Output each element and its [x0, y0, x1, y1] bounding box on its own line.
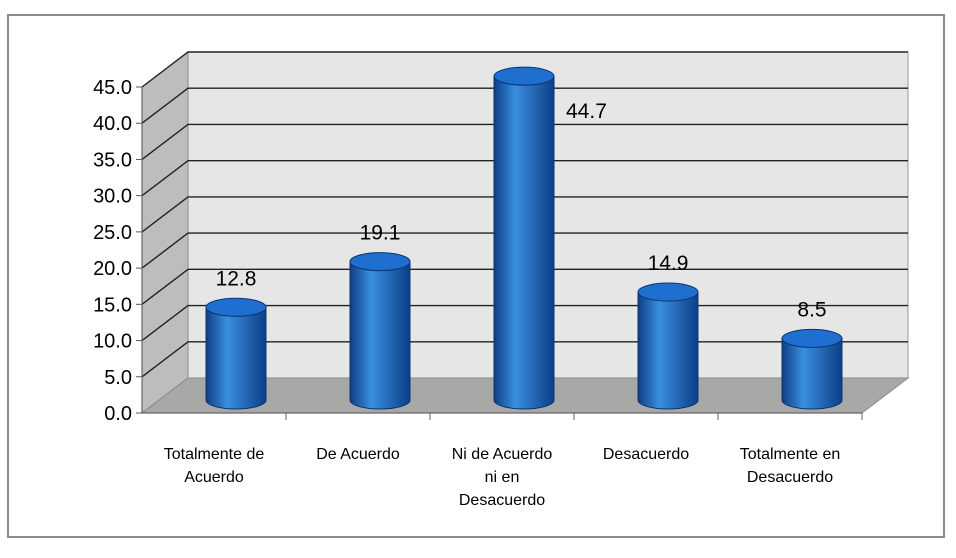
bar-body: [781, 337, 843, 410]
y-tick-label: 35.0: [93, 149, 132, 171]
data-label: 14.9: [648, 252, 689, 275]
bar-body: [205, 306, 267, 410]
x-category-label: Totalmente en Desacuerdo: [740, 446, 841, 486]
data-label: 44.7: [566, 100, 607, 123]
y-tick-label: 15.0: [93, 294, 132, 316]
x-category-label-line: De Acuerdo: [316, 446, 400, 463]
x-category-label-line: ni en: [485, 469, 520, 486]
bar-top: [781, 328, 843, 348]
x-category-label-line: Desacuerdo: [603, 446, 689, 463]
chart-frame: 0.0 5.0 10.0 15.0 20.0 25.0 30.0 35.0 40.0 45.0 1…: [7, 14, 945, 538]
gridline: [141, 196, 908, 233]
bar: [781, 328, 843, 410]
y-tick-label: 20.0: [93, 258, 132, 280]
bar-top: [205, 297, 267, 317]
data-label: 8.5: [797, 298, 826, 321]
x-category-label-line: Ni de Acuerdo: [452, 446, 553, 463]
bar: [493, 66, 555, 410]
bar: [349, 252, 411, 410]
bar: [205, 297, 267, 410]
y-tick-label: 10.0: [93, 331, 132, 353]
data-label: 12.8: [216, 267, 257, 290]
bar-body: [349, 261, 411, 410]
bar-body: [637, 291, 699, 410]
gridline: [141, 268, 908, 305]
gridline: [141, 159, 908, 197]
gridline: [141, 87, 908, 124]
bar-top: [493, 66, 555, 86]
gridline: [141, 123, 908, 161]
y-tick-label: 45.0: [93, 77, 132, 99]
y-tick-label: 0.0: [104, 403, 132, 425]
x-category-label: Ni de Acuerdo ni en Desacuerdo: [452, 446, 553, 509]
x-category-label: Desacuerdo: [603, 446, 689, 463]
gridline: [141, 232, 908, 269]
bar: [637, 282, 699, 410]
y-tick-label: 30.0: [93, 186, 132, 208]
bar-top: [349, 252, 411, 272]
data-label: 19.1: [360, 222, 401, 245]
bar-body: [493, 75, 555, 410]
x-category-label-line: Totalmente en: [740, 446, 841, 463]
x-category-label: Totalmente de Acuerdo: [164, 446, 265, 486]
gridline: [141, 51, 908, 88]
x-category-label-line: Totalmente de: [164, 446, 265, 463]
x-category-label-line: Desacuerdo: [747, 469, 833, 486]
x-category-label-line: Acuerdo: [184, 469, 244, 486]
bar-top: [637, 282, 699, 302]
x-category-label-line: Desacuerdo: [459, 492, 545, 509]
y-tick-label: 5.0: [104, 367, 132, 389]
y-tick-label: 40.0: [93, 113, 132, 135]
bar-chart: 0.0 5.0 10.0 15.0 20.0 25.0 30.0 35.0 40.0 45.0 1…: [93, 50, 910, 509]
x-category-label: De Acuerdo: [316, 446, 400, 463]
y-tick-label: 25.0: [93, 222, 132, 244]
